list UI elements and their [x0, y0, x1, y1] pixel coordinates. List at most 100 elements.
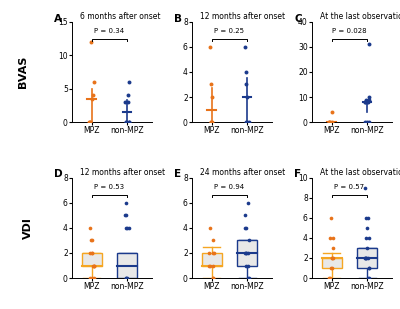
- Point: [210, 276, 216, 281]
- Point: [88, 251, 95, 256]
- Text: 12 months after onset: 12 months after onset: [200, 12, 285, 21]
- Point: [246, 276, 252, 281]
- Point: [243, 251, 250, 256]
- Text: A: A: [54, 14, 62, 23]
- Point: [88, 238, 94, 243]
- Point: [122, 120, 129, 125]
- Point: [330, 235, 336, 240]
- Text: E: E: [174, 169, 182, 180]
- Point: [245, 200, 252, 205]
- Text: P = 0.94: P = 0.94: [214, 184, 244, 190]
- Point: [90, 79, 97, 84]
- Text: 12 months after onset: 12 months after onset: [80, 168, 165, 177]
- Text: P = 0.53: P = 0.53: [94, 184, 124, 190]
- Point: [362, 99, 368, 104]
- Point: [242, 251, 248, 256]
- Point: [363, 97, 369, 102]
- Point: [326, 235, 333, 240]
- Bar: [237, 240, 257, 265]
- Point: [207, 120, 214, 125]
- Text: At the last observation: At the last observation: [320, 12, 400, 21]
- Point: [122, 213, 128, 218]
- Text: 6 months after onset: 6 months after onset: [80, 12, 160, 21]
- Point: [362, 185, 368, 190]
- Point: [328, 265, 335, 270]
- Point: [243, 82, 250, 87]
- Point: [244, 276, 251, 281]
- Point: [364, 276, 371, 281]
- Point: [123, 213, 130, 218]
- Point: [328, 256, 335, 260]
- Point: [243, 263, 250, 268]
- Text: P = 0.25: P = 0.25: [214, 28, 244, 34]
- Point: [364, 120, 370, 125]
- Point: [326, 276, 333, 281]
- Point: [126, 225, 132, 230]
- Point: [362, 99, 368, 104]
- Point: [327, 120, 333, 125]
- Point: [123, 276, 129, 281]
- Point: [86, 120, 92, 125]
- Point: [364, 225, 370, 230]
- Point: [90, 263, 96, 268]
- Point: [123, 225, 130, 230]
- Point: [366, 42, 372, 47]
- Point: [243, 225, 250, 230]
- Point: [89, 96, 95, 101]
- Point: [125, 99, 131, 104]
- Point: [124, 276, 130, 281]
- Point: [123, 276, 130, 281]
- Point: [363, 256, 369, 260]
- Point: [124, 93, 131, 98]
- Point: [364, 245, 370, 250]
- Point: [207, 263, 213, 268]
- Point: [366, 95, 373, 99]
- Point: [366, 265, 372, 270]
- Point: [89, 276, 95, 281]
- Point: [330, 256, 336, 260]
- Point: [362, 256, 369, 260]
- Bar: [357, 248, 377, 268]
- Point: [366, 265, 372, 270]
- Bar: [202, 253, 222, 265]
- Y-axis label: VDI: VDI: [23, 217, 33, 239]
- Point: [244, 120, 250, 125]
- Y-axis label: BVAS: BVAS: [18, 56, 28, 88]
- Point: [210, 238, 216, 243]
- Text: P = 0.34: P = 0.34: [94, 28, 124, 34]
- Point: [362, 256, 369, 260]
- Text: P = 0.57: P = 0.57: [334, 184, 364, 190]
- Point: [87, 251, 93, 256]
- Point: [329, 110, 335, 115]
- Point: [245, 120, 252, 125]
- Point: [244, 95, 250, 99]
- Point: [210, 263, 216, 268]
- Point: [123, 225, 129, 230]
- Point: [87, 225, 94, 230]
- Point: [363, 215, 369, 220]
- Point: [122, 120, 129, 125]
- Point: [207, 82, 214, 87]
- Point: [90, 263, 97, 268]
- Point: [242, 44, 248, 49]
- Point: [206, 251, 213, 256]
- Point: [207, 44, 213, 49]
- Point: [366, 120, 372, 125]
- Point: [122, 99, 128, 104]
- Point: [362, 120, 368, 125]
- Text: C: C: [294, 14, 302, 23]
- Text: F: F: [294, 169, 302, 180]
- Point: [366, 276, 372, 281]
- Point: [326, 276, 332, 281]
- Point: [326, 120, 332, 125]
- Point: [328, 215, 335, 220]
- Point: [242, 120, 249, 125]
- Point: [364, 99, 370, 104]
- Point: [329, 120, 335, 125]
- Point: [210, 251, 216, 256]
- Point: [365, 256, 372, 260]
- Point: [326, 120, 332, 125]
- Bar: [117, 253, 137, 278]
- Text: D: D: [54, 169, 63, 180]
- Point: [209, 276, 216, 281]
